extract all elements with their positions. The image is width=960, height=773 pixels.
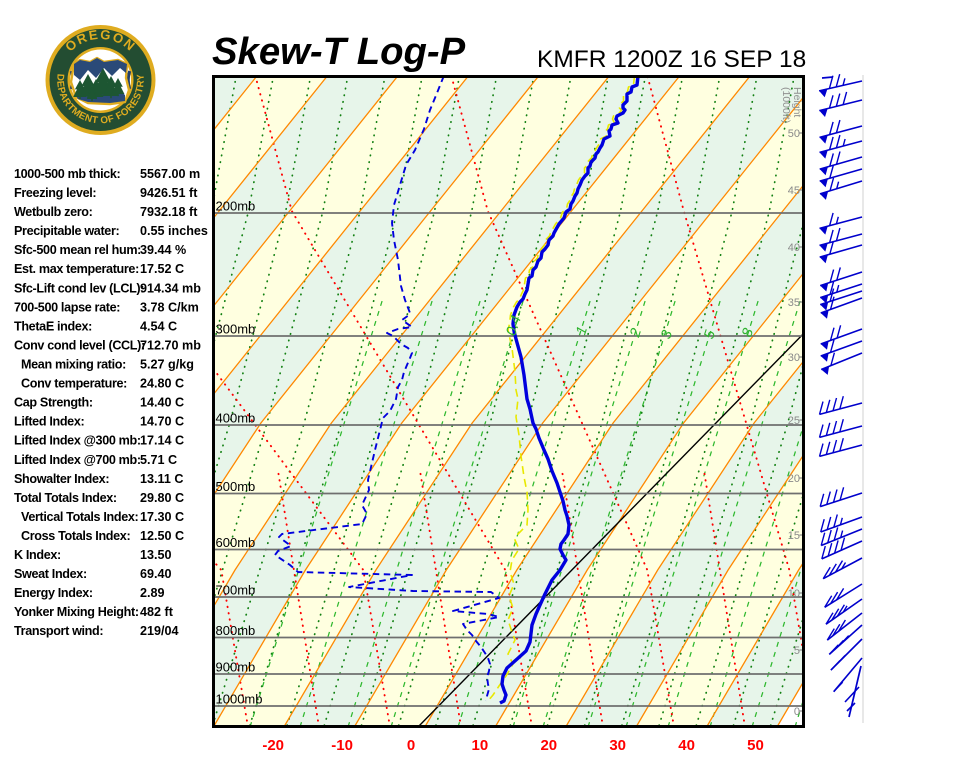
svg-text:13.11 C: 13.11 C	[140, 472, 183, 486]
svg-text:914.34 mb: 914.34 mb	[140, 281, 201, 295]
svg-text:1000-500 mb thick:: 1000-500 mb thick:	[14, 167, 120, 181]
svg-text:14.70 C: 14.70 C	[140, 415, 184, 429]
svg-text:30: 30	[609, 737, 626, 754]
svg-text:45: 45	[788, 185, 800, 197]
svg-text:17.52 C: 17.52 C	[140, 262, 184, 276]
svg-text:17.14 C: 17.14 C	[140, 434, 184, 448]
svg-text:35: 35	[788, 297, 800, 309]
svg-text:12.50 C: 12.50 C	[140, 529, 184, 543]
svg-text:39.44 %: 39.44 %	[140, 243, 186, 257]
svg-text:500mb: 500mb	[216, 479, 256, 494]
svg-text:-20: -20	[262, 737, 284, 754]
svg-text:13.50: 13.50	[140, 548, 172, 562]
svg-text:482 ft: 482 ft	[140, 605, 174, 619]
svg-text:Conv cond level (CCL):: Conv cond level (CCL):	[14, 339, 145, 353]
svg-text:Conv temperature:: Conv temperature:	[21, 377, 127, 391]
svg-text:2.89: 2.89	[140, 586, 165, 600]
svg-text:10: 10	[472, 737, 489, 754]
svg-text:200mb: 200mb	[216, 199, 256, 214]
svg-text:14.40 C: 14.40 C	[140, 396, 184, 410]
svg-text:Lifted Index:: Lifted Index:	[14, 415, 84, 429]
svg-text:3.78 C/km: 3.78 C/km	[140, 300, 199, 314]
svg-text:Skew-T Log-P: Skew-T Log-P	[212, 30, 466, 73]
svg-text:Lifted Index @300 mb:: Lifted Index @300 mb:	[14, 434, 141, 448]
svg-text:600mb: 600mb	[216, 535, 256, 550]
svg-text:4.54 C: 4.54 C	[140, 319, 177, 333]
svg-text:Cross Totals Index:: Cross Totals Index:	[21, 529, 130, 543]
svg-text:Total Totals Index:: Total Totals Index:	[14, 491, 117, 505]
svg-text:5.71 C: 5.71 C	[140, 453, 177, 467]
svg-text:Mean mixing ratio:: Mean mixing ratio:	[21, 358, 126, 372]
svg-text:25: 25	[788, 415, 800, 427]
svg-text:Lifted Index @700 mb:: Lifted Index @700 mb:	[14, 453, 141, 467]
svg-text:Height: Height	[791, 87, 803, 117]
svg-text:7932.18 ft: 7932.18 ft	[140, 205, 198, 219]
svg-text:Vertical Totals Index:: Vertical Totals Index:	[21, 510, 138, 524]
svg-text:50: 50	[788, 128, 800, 140]
svg-text:800mb: 800mb	[216, 623, 256, 638]
svg-text:Yonker Mixing Height:: Yonker Mixing Height:	[14, 605, 139, 619]
svg-text:-10: -10	[331, 737, 353, 754]
svg-text:Est. max temperature:: Est. max temperature:	[14, 262, 139, 276]
svg-text:ThetaE index:: ThetaE index:	[14, 319, 92, 333]
svg-text:700mb: 700mb	[216, 583, 256, 598]
svg-text:712.70 mb: 712.70 mb	[140, 339, 201, 353]
svg-text:5: 5	[794, 645, 800, 657]
svg-text:Energy Index:: Energy Index:	[14, 586, 93, 600]
svg-text:40: 40	[788, 242, 800, 254]
svg-text:1000mb: 1000mb	[216, 692, 263, 707]
svg-text:Sfc-Lift cond lev (LCL):: Sfc-Lift cond lev (LCL):	[14, 281, 144, 295]
svg-text:Sweat Index:: Sweat Index:	[14, 567, 87, 581]
svg-text:300mb: 300mb	[216, 322, 256, 337]
svg-text:20: 20	[788, 473, 800, 485]
svg-text:KMFR 1200Z 16 SEP 18: KMFR 1200Z 16 SEP 18	[537, 46, 806, 73]
svg-text:900mb: 900mb	[216, 660, 256, 675]
svg-text:5.27 g/kg: 5.27 g/kg	[140, 358, 194, 372]
svg-text:Freezing level:: Freezing level:	[14, 186, 96, 200]
svg-text:(1000ft): (1000ft)	[780, 87, 792, 123]
svg-text:9426.51 ft: 9426.51 ft	[140, 186, 198, 200]
svg-text:50: 50	[747, 737, 764, 754]
svg-text:30: 30	[788, 352, 800, 364]
svg-text:0.55 inches: 0.55 inches	[140, 224, 208, 238]
svg-text:5567.00 m: 5567.00 m	[140, 167, 200, 181]
svg-text:700-500 lapse rate:: 700-500 lapse rate:	[14, 300, 120, 314]
svg-text:0.4: 0.4	[503, 314, 524, 338]
svg-text:Wetbulb zero:: Wetbulb zero:	[14, 205, 92, 219]
svg-text:Transport wind:: Transport wind:	[14, 624, 103, 638]
svg-text:0: 0	[794, 706, 800, 718]
svg-text:29.80 C: 29.80 C	[140, 491, 184, 505]
svg-text:0: 0	[407, 737, 415, 754]
svg-text:40: 40	[678, 737, 695, 754]
svg-text:400mb: 400mb	[216, 411, 256, 426]
svg-text:Precipitable water:: Precipitable water:	[14, 224, 119, 238]
svg-text:Cap Strength:: Cap Strength:	[14, 396, 93, 410]
svg-text:10: 10	[788, 588, 800, 600]
svg-text:219/04: 219/04	[140, 624, 179, 638]
svg-text:69.40: 69.40	[140, 567, 172, 581]
svg-text:Sfc-500 mean rel hum:: Sfc-500 mean rel hum:	[14, 243, 141, 257]
svg-text:Showalter Index:: Showalter Index:	[14, 472, 109, 486]
svg-text:24.80 C: 24.80 C	[140, 377, 184, 391]
svg-text:17.30 C: 17.30 C	[140, 510, 184, 524]
svg-text:15: 15	[788, 530, 800, 542]
svg-text:K Index:: K Index:	[14, 548, 61, 562]
svg-text:20: 20	[540, 737, 557, 754]
